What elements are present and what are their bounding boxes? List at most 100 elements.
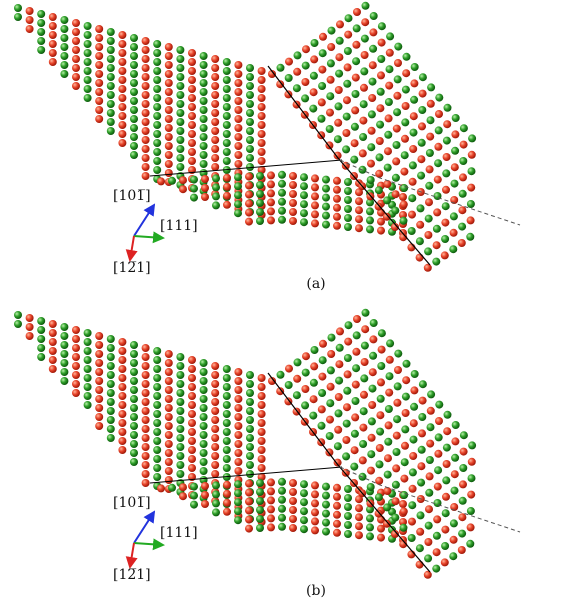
atom: [153, 374, 161, 382]
atom: [188, 94, 196, 102]
atom: [200, 142, 208, 150]
atom: [300, 218, 308, 226]
atom: [352, 41, 360, 49]
atom: [130, 43, 138, 51]
atom: [49, 356, 57, 364]
atom: [361, 51, 369, 59]
atom: [289, 199, 297, 207]
atom: [234, 182, 242, 190]
atom: [367, 483, 375, 491]
atom: [165, 413, 173, 421]
atom: [258, 392, 266, 400]
axis-arrow: [130, 236, 134, 260]
atom: [408, 501, 416, 509]
atom: [223, 58, 231, 66]
atom: [385, 389, 393, 397]
atom: [165, 458, 173, 466]
atom: [130, 61, 138, 69]
atom: [468, 441, 476, 449]
atom: [468, 474, 476, 482]
atom: [246, 461, 254, 469]
atom: [319, 356, 327, 364]
atom: [223, 121, 231, 129]
atom: [107, 109, 115, 117]
atom: [72, 73, 80, 81]
atom: [402, 409, 410, 417]
atom: [384, 471, 392, 479]
atom: [351, 139, 359, 147]
atom: [234, 458, 242, 466]
atom: [107, 28, 115, 36]
atom: [267, 180, 275, 188]
atom: [267, 514, 275, 522]
atom: [426, 440, 434, 448]
atom: [256, 524, 264, 532]
atom: [285, 58, 293, 66]
atom: [200, 413, 208, 421]
atom: [400, 475, 408, 483]
atom: [190, 492, 198, 500]
atom: [212, 499, 220, 507]
atom: [212, 183, 220, 191]
atom: [130, 440, 138, 448]
atom: [37, 317, 45, 325]
atom: [402, 393, 410, 401]
atom: [426, 456, 434, 464]
atom: [26, 7, 34, 15]
atom: [467, 507, 475, 515]
atom: [234, 489, 242, 497]
atom: [344, 512, 352, 520]
atom: [176, 470, 184, 478]
atom: [211, 380, 219, 388]
atom: [72, 371, 80, 379]
atom: [188, 112, 196, 120]
atom: [84, 31, 92, 39]
atom: [142, 389, 150, 397]
atom: [334, 135, 342, 143]
atom: [165, 377, 173, 385]
atom: [442, 476, 450, 484]
atom: [294, 51, 302, 59]
atom: [188, 103, 196, 111]
atom: [426, 133, 434, 141]
atom: [410, 403, 418, 411]
atom: [256, 217, 264, 225]
atom: [130, 449, 138, 457]
atom: [402, 376, 410, 384]
atom: [301, 385, 309, 393]
atom: [377, 362, 385, 370]
atom: [344, 63, 352, 71]
atom: [84, 365, 92, 373]
atom: [142, 479, 150, 487]
atom: [441, 542, 449, 550]
atom: [142, 344, 150, 352]
atom: [211, 82, 219, 90]
atom: [200, 359, 208, 367]
atom: [245, 507, 253, 515]
atom: [460, 448, 468, 456]
atom: [326, 399, 334, 407]
atom: [256, 515, 264, 523]
atom: [369, 28, 377, 36]
atom: [335, 393, 343, 401]
atom: [107, 73, 115, 81]
atom: [343, 96, 351, 104]
atom: [200, 133, 208, 141]
atom: [466, 540, 474, 548]
atom: [118, 121, 126, 129]
atom: [223, 139, 231, 147]
atom: [211, 127, 219, 135]
atom: [234, 422, 242, 430]
atom: [188, 428, 196, 436]
atom: [246, 389, 254, 397]
atom: [375, 510, 383, 518]
atom: [391, 207, 399, 215]
atom: [234, 88, 242, 96]
atom: [246, 145, 254, 153]
atom: [234, 142, 242, 150]
atom: [190, 501, 198, 509]
atom: [310, 379, 318, 387]
atom: [246, 64, 254, 72]
atom: [153, 401, 161, 409]
atom: [352, 381, 360, 389]
